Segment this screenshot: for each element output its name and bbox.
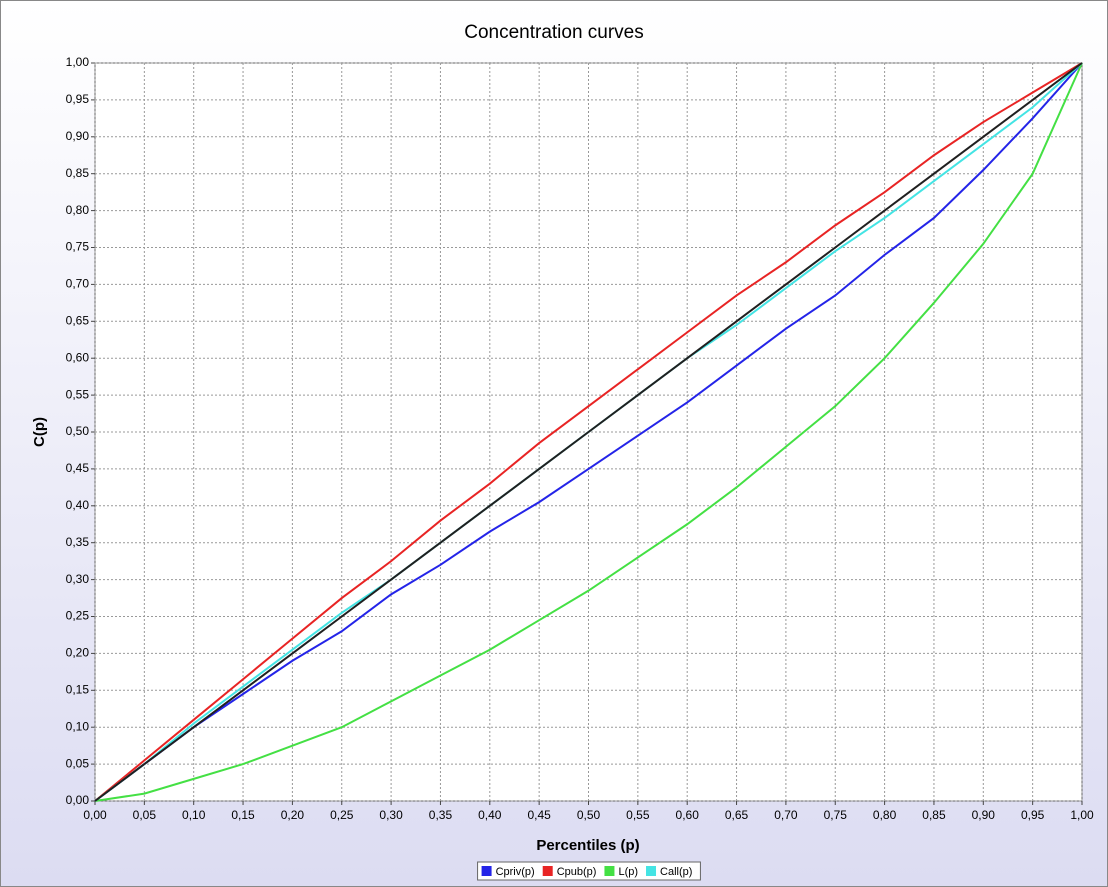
x-tick-label: 0,05 <box>133 808 157 822</box>
legend-label: Call(p) <box>660 866 692 878</box>
x-tick-label: 0,15 <box>231 808 255 822</box>
x-tick-label: 0,55 <box>626 808 650 822</box>
y-tick-label: 0,55 <box>66 387 90 401</box>
y-tick-label: 1,00 <box>66 55 90 69</box>
x-tick-label: 0,40 <box>478 808 502 822</box>
y-tick-label: 0,35 <box>66 535 90 549</box>
x-tick-label: 1,00 <box>1070 808 1094 822</box>
x-axis-label: Percentiles (p) <box>536 837 639 854</box>
y-tick-label: 0,85 <box>66 166 90 180</box>
legend-label: L(p) <box>618 866 638 878</box>
series-line <box>94 62 1083 802</box>
x-tick-label: 0,30 <box>379 808 403 822</box>
y-tick-label: 0,30 <box>66 572 90 586</box>
legend-swatch <box>646 866 657 876</box>
x-tick-label: 0,85 <box>922 808 946 822</box>
legend-label: Cpriv(p) <box>496 866 535 878</box>
y-tick-label: 0,40 <box>66 498 90 512</box>
x-tick-label: 0,50 <box>577 808 601 822</box>
x-tick-label: 0,35 <box>429 808 453 822</box>
y-tick-label: 0,65 <box>66 313 90 327</box>
x-tick-label: 0,65 <box>725 808 749 822</box>
series-line <box>94 62 1083 802</box>
x-tick-label: 0,70 <box>774 808 798 822</box>
y-tick-label: 0,60 <box>66 350 90 364</box>
y-tick-label: 0,70 <box>66 277 90 291</box>
x-tick-label: 0,10 <box>182 808 206 822</box>
legend-swatch <box>604 866 615 876</box>
y-tick-label: 0,20 <box>66 646 90 660</box>
x-tick-label: 0,00 <box>83 808 107 822</box>
y-tick-label: 0,90 <box>66 129 90 143</box>
legend-swatch <box>481 866 492 876</box>
y-tick-label: 0,80 <box>66 203 90 217</box>
y-tick-label: 0,00 <box>66 793 90 807</box>
series-line <box>94 62 1083 802</box>
y-tick-label: 0,25 <box>66 609 90 623</box>
legend-label: Cpub(p) <box>557 866 597 878</box>
x-tick-label: 0,60 <box>676 808 700 822</box>
y-tick-label: 0,75 <box>66 240 90 254</box>
y-tick-label: 0,05 <box>66 756 90 770</box>
series-line <box>94 62 1083 802</box>
chart-title: Concentration curves <box>464 22 644 43</box>
x-tick-label: 0,95 <box>1021 808 1045 822</box>
x-tick-label: 0,20 <box>281 808 305 822</box>
y-tick-label: 0,95 <box>66 92 90 106</box>
legend-box <box>477 861 701 881</box>
y-tick-label: 0,50 <box>66 424 90 438</box>
x-tick-label: 0,25 <box>330 808 354 822</box>
x-tick-label: 0,90 <box>972 808 996 822</box>
x-tick-label: 0,45 <box>527 808 551 822</box>
y-tick-label: 0,45 <box>66 461 90 475</box>
x-tick-label: 0,80 <box>873 808 897 822</box>
x-tick-label: 0,75 <box>824 808 848 822</box>
y-tick-label: 0,10 <box>66 719 90 733</box>
y-tick-label: 0,15 <box>66 682 90 696</box>
legend-swatch <box>542 866 553 876</box>
y-axis-label: C(p) <box>31 417 48 447</box>
